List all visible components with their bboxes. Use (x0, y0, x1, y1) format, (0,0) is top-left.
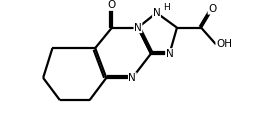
Text: O: O (208, 4, 216, 14)
Text: O: O (108, 0, 116, 10)
Text: N: N (166, 49, 173, 59)
Text: N: N (129, 73, 136, 83)
Text: N: N (153, 8, 160, 18)
Text: N: N (134, 23, 142, 33)
Text: OH: OH (216, 39, 232, 49)
Text: H: H (164, 3, 170, 12)
